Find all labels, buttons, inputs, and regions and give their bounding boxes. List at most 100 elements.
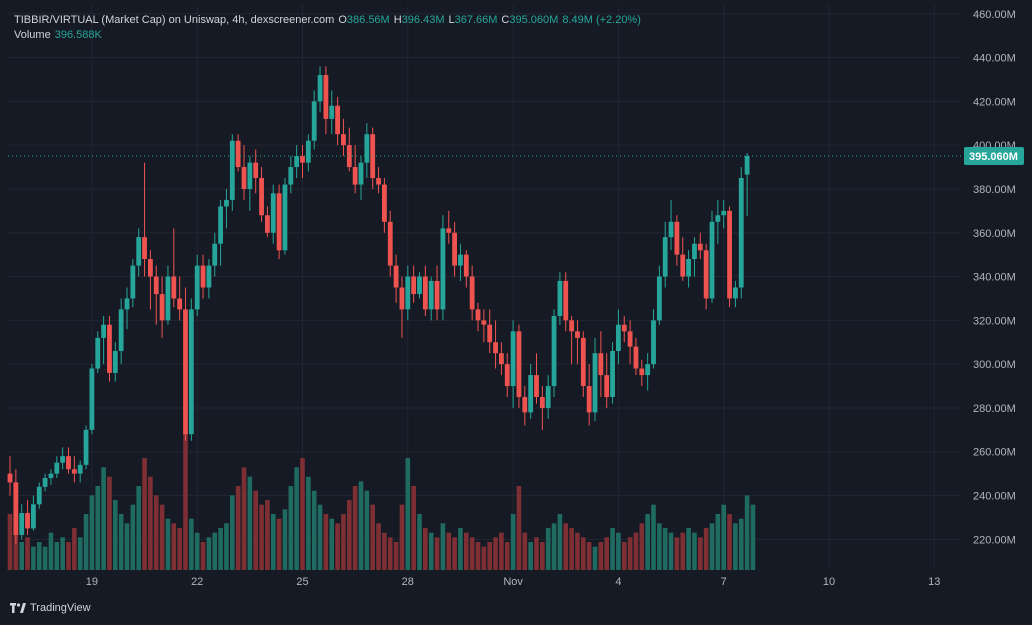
candle-body xyxy=(621,324,627,332)
volume-bar xyxy=(604,537,609,570)
y-tick-label: 300.00M xyxy=(973,359,1016,371)
candle-body xyxy=(311,101,317,141)
candle-body xyxy=(616,324,621,352)
candle-body xyxy=(66,456,71,470)
candle-body xyxy=(247,162,253,189)
candle-body xyxy=(610,351,615,397)
volume-bar xyxy=(405,458,411,570)
candle-body xyxy=(668,221,674,238)
volume-bar xyxy=(42,546,48,570)
candle-body xyxy=(405,276,411,310)
y-tick-label: 260.00M xyxy=(973,447,1016,459)
volume-bar xyxy=(206,537,212,570)
candle-body xyxy=(212,243,218,266)
candle-body xyxy=(598,353,604,376)
candle-body xyxy=(101,324,106,338)
volume-bar xyxy=(83,514,89,570)
candle-body xyxy=(19,513,25,535)
candle-body xyxy=(411,276,417,295)
candle-body xyxy=(569,320,574,332)
candle-body xyxy=(288,167,294,185)
candle-body xyxy=(148,259,153,277)
candle-body xyxy=(680,254,686,277)
x-tick-label: 19 xyxy=(86,576,98,588)
volume-bar xyxy=(668,532,674,570)
legend-high-value: 396.43M xyxy=(401,14,445,26)
volume-bar xyxy=(557,514,563,570)
candle-body xyxy=(159,294,165,321)
volume-bar xyxy=(54,542,60,570)
volume-bar xyxy=(364,490,370,570)
x-tick-label: 13 xyxy=(928,576,940,588)
chart-legend: TIBBIR/VIRTUAL (Market Cap) on Uniswap, … xyxy=(14,13,645,43)
volume-bar xyxy=(317,504,323,570)
candle-body xyxy=(493,342,498,354)
candle-body xyxy=(510,331,516,387)
volume-bar xyxy=(534,537,539,570)
y-tick-label: 280.00M xyxy=(973,403,1016,415)
candle-body xyxy=(516,331,522,397)
volume-bar xyxy=(300,458,305,570)
volume-bar xyxy=(230,495,235,570)
candle-body xyxy=(54,462,60,474)
candle-body xyxy=(551,315,557,387)
candle-body xyxy=(534,375,539,397)
candle-body xyxy=(177,298,183,310)
volume-bar xyxy=(48,532,54,570)
volume-bar xyxy=(101,467,106,570)
volume-bar xyxy=(721,504,726,570)
volume-bar xyxy=(393,542,399,570)
legend-close-label: C xyxy=(501,14,510,26)
volume-bar xyxy=(504,542,510,570)
volume-bar xyxy=(218,528,223,570)
volume-bar xyxy=(113,500,118,570)
volume-bar xyxy=(212,532,218,570)
candle-body xyxy=(142,237,147,260)
candle-body xyxy=(604,375,610,397)
candle-body xyxy=(651,320,656,365)
candle-body xyxy=(499,353,504,365)
candle-body xyxy=(253,162,259,179)
candle-body xyxy=(77,464,83,474)
candle-body xyxy=(376,178,381,185)
volume-bar xyxy=(142,458,147,570)
candle-body xyxy=(276,193,282,251)
volume-bar xyxy=(522,532,528,570)
volume-bar xyxy=(159,504,165,570)
volume-bar xyxy=(36,542,42,570)
tradingview-brand[interactable]: TradingView xyxy=(10,602,91,614)
candle-body xyxy=(686,259,691,277)
volume-bar xyxy=(446,532,452,570)
legend-open-value: 386.56M xyxy=(346,14,390,26)
volume-bar xyxy=(265,500,270,570)
volume-bar xyxy=(493,537,498,570)
candle-body xyxy=(545,386,551,408)
candle-body xyxy=(95,337,101,369)
volume-bar xyxy=(633,532,639,570)
candle-body xyxy=(89,368,95,430)
y-tick-label: 240.00M xyxy=(973,491,1016,503)
volume-bar xyxy=(440,523,446,570)
volume-bar xyxy=(60,537,65,570)
volume-bar xyxy=(551,523,557,570)
candles xyxy=(7,66,750,544)
candle-body xyxy=(136,237,142,266)
volume-bar xyxy=(77,537,83,570)
candle-body xyxy=(446,228,452,233)
volume-bar xyxy=(452,537,457,570)
volume-bar xyxy=(680,532,686,570)
candle-body xyxy=(504,364,510,387)
y-tick-label: 220.00M xyxy=(973,534,1016,546)
volume-bar xyxy=(545,528,551,570)
volume-bar xyxy=(66,542,71,570)
volume-bar xyxy=(662,528,668,570)
volume-bar xyxy=(651,504,656,570)
candle-body xyxy=(662,237,668,277)
candle-body xyxy=(727,210,732,299)
volume-bar xyxy=(89,495,95,570)
candle-body xyxy=(224,199,229,207)
volume-bar xyxy=(411,486,416,570)
volume-bar xyxy=(598,542,604,570)
volume-bar xyxy=(25,537,30,570)
